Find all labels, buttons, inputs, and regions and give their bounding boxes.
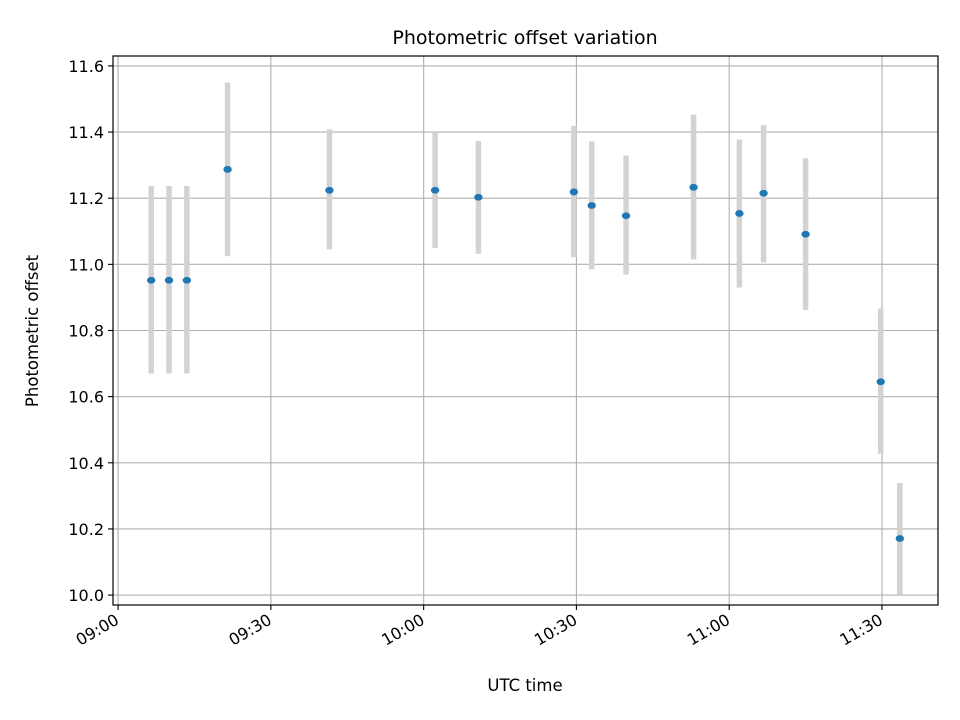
data-point — [223, 166, 232, 173]
y-tick-label: 10.6 — [68, 388, 104, 407]
y-tick-label: 11.2 — [68, 189, 104, 208]
y-tick-label: 11.6 — [68, 57, 104, 76]
data-point — [801, 230, 810, 238]
data-point — [146, 276, 156, 284]
y-tick-label: 10.2 — [68, 520, 104, 539]
data-point — [735, 210, 744, 217]
y-tick-label: 10.4 — [68, 454, 104, 473]
grid — [113, 56, 938, 605]
y-tick-label: 11.0 — [68, 255, 104, 274]
data-point — [430, 186, 440, 194]
data-point — [182, 276, 192, 284]
y-axis-ticks: 10.0 10.2 10.4 10.6 10.8 11.0 11.2 11.4 11.6 — [68, 57, 113, 605]
chart-title: Photometric offset variation — [392, 27, 657, 49]
data-point — [474, 193, 483, 201]
x-axis-title: UTC time — [487, 676, 562, 695]
y-axis-title: Photometric offset — [23, 254, 42, 407]
data-point — [325, 186, 334, 194]
data-points — [146, 166, 905, 542]
data-point — [876, 378, 885, 386]
data-point — [587, 202, 596, 209]
data-point — [895, 535, 905, 542]
data-point — [759, 189, 768, 197]
data-point — [164, 276, 174, 284]
data-point — [689, 183, 698, 191]
data-point — [621, 212, 631, 220]
y-tick-label: 10.8 — [68, 322, 104, 341]
y-tick-label: 10.0 — [68, 586, 104, 605]
y-tick-label: 11.4 — [68, 123, 104, 142]
data-point — [569, 188, 579, 196]
